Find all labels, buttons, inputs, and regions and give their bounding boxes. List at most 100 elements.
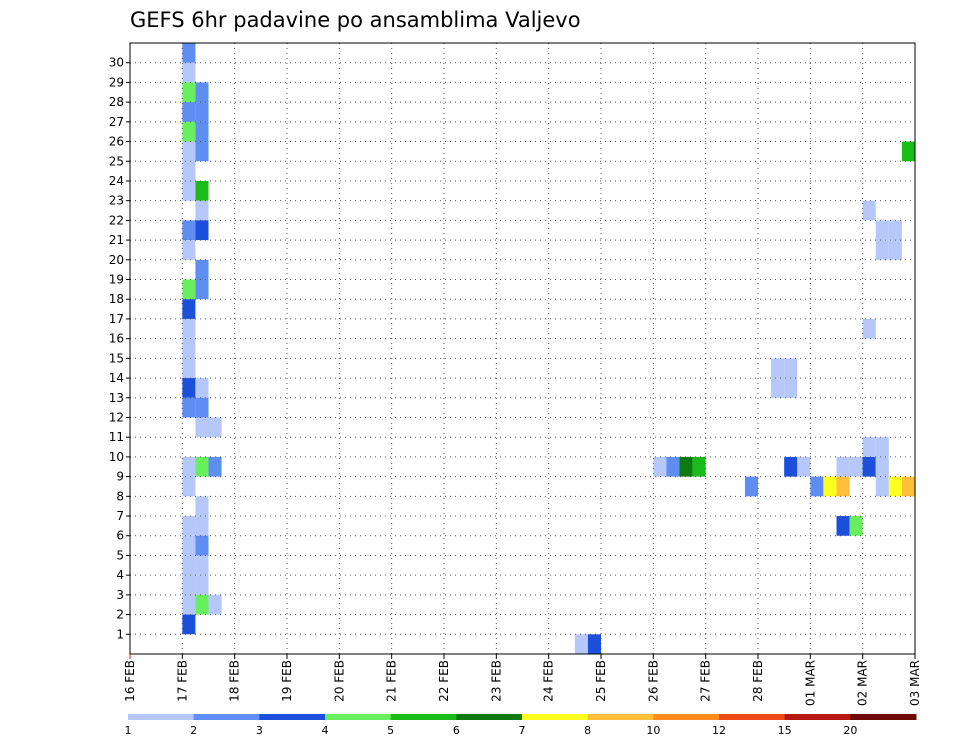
heatmap-cell <box>195 555 209 576</box>
legend-swatch <box>587 714 654 720</box>
heatmap-cell <box>195 378 209 398</box>
y-tick-label: 24 <box>109 174 124 188</box>
legend-label: 8 <box>584 724 591 737</box>
legend-swatch <box>390 714 457 720</box>
heatmap-cell <box>195 516 209 536</box>
legend-label: 12 <box>712 724 726 737</box>
y-tick-label: 14 <box>109 371 124 385</box>
heatmap-cell <box>797 456 811 477</box>
y-tick-label: 13 <box>109 391 124 405</box>
legend-label: 2 <box>190 724 197 737</box>
legend-label: 6 <box>453 724 460 737</box>
heatmap-cell <box>195 259 209 280</box>
heatmap-cell <box>195 397 209 418</box>
heatmap-cell <box>771 378 785 398</box>
y-tick-label: 5 <box>116 548 124 562</box>
gridlines <box>130 43 915 654</box>
heatmap-cell <box>182 299 196 319</box>
heatmap-cells <box>182 43 915 654</box>
heatmap-cell <box>862 437 876 457</box>
heatmap-cell <box>182 141 196 162</box>
heatmap-cell <box>182 594 196 615</box>
heatmap-cell <box>182 338 196 359</box>
heatmap-cell <box>182 240 196 260</box>
heatmap-cell <box>182 82 196 103</box>
heatmap-cell <box>182 180 196 201</box>
heatmap-cell <box>771 358 785 379</box>
heatmap-cell <box>182 575 196 595</box>
y-axis: 1234567891011121314151617181920212223242… <box>109 56 130 641</box>
heatmap-cell <box>182 378 196 398</box>
y-tick-label: 15 <box>109 351 124 365</box>
y-tick-label: 20 <box>109 253 124 267</box>
heatmap-cell <box>692 456 706 477</box>
y-tick-label: 30 <box>109 56 124 70</box>
legend-swatch <box>325 714 392 720</box>
heatmap-cell <box>182 358 196 379</box>
heatmap-cell <box>195 575 209 595</box>
heatmap-cell <box>182 279 196 300</box>
x-tick-label: 27 FEB <box>699 660 713 702</box>
y-tick-label: 19 <box>109 273 124 287</box>
y-tick-label: 16 <box>109 332 124 346</box>
heatmap-cell <box>195 180 209 201</box>
y-tick-label: 25 <box>109 154 124 168</box>
legend-label: 15 <box>778 724 792 737</box>
heatmap-cell <box>784 358 798 379</box>
heatmap-cell <box>862 318 876 339</box>
chart-title: GEFS 6hr padavine po ansamblima Valjevo <box>130 8 581 32</box>
x-tick-label: 17 FEB <box>175 660 189 702</box>
heatmap-cell <box>182 318 196 339</box>
x-tick-label: 23 FEB <box>489 660 503 702</box>
x-tick-label: 26 FEB <box>646 660 660 702</box>
heatmap-cell <box>784 378 798 398</box>
heatmap-cell <box>182 121 196 142</box>
y-tick-label: 1 <box>116 627 124 641</box>
y-tick-label: 9 <box>116 470 124 484</box>
heatmap-cell <box>182 476 196 497</box>
legend-swatch <box>522 714 589 720</box>
x-tick-label: 19 FEB <box>280 660 294 702</box>
x-tick-label: 02 MAR <box>856 660 870 706</box>
heatmap-cell <box>208 417 222 438</box>
x-axis: 16 FEB 17 FEB 18 FEB 19 FEB 20 FEB 21 FEB 22 F… <box>123 654 922 706</box>
legend-label: 20 <box>843 724 857 737</box>
heatmap-cell <box>195 535 209 556</box>
heatmap-cell <box>836 516 850 536</box>
heatmap-cell <box>849 456 863 477</box>
heatmap-cell <box>875 476 889 497</box>
x-tick-label: 28 FEB <box>751 660 765 702</box>
heatmap-cell <box>653 456 667 477</box>
x-tick-label: 16 FEB <box>123 660 137 702</box>
y-tick-label: 6 <box>116 529 124 543</box>
heatmap-cell <box>901 476 915 497</box>
heatmap-cell <box>587 634 601 654</box>
heatmap-cell <box>888 220 902 241</box>
legend-swatch <box>784 714 851 720</box>
legend-swatch <box>850 714 917 720</box>
heatmap-cell <box>810 476 824 497</box>
x-tick-label: 25 FEB <box>594 660 608 702</box>
heatmap-cell <box>901 141 915 162</box>
y-tick-label: 22 <box>109 213 124 227</box>
heatmap-cell <box>195 220 209 241</box>
color-legend: 1 2 3 4 5 6 7 8 10 12 15 20 <box>125 714 917 737</box>
heatmap-cell <box>182 43 196 63</box>
x-tick-label: 20 FEB <box>332 660 346 702</box>
heatmap-cell <box>195 121 209 142</box>
heatmap-cell <box>574 634 588 654</box>
y-tick-label: 7 <box>116 509 124 523</box>
x-tick-label: 01 MAR <box>803 660 817 706</box>
heatmap-cell <box>862 456 876 477</box>
x-tick-label: 21 FEB <box>385 660 399 702</box>
heatmap-cell <box>862 200 876 221</box>
heatmap-cell <box>744 476 758 497</box>
heatmap-cell <box>182 516 196 536</box>
legend-label: 4 <box>322 724 329 737</box>
heatmap-cell <box>182 614 196 635</box>
heatmap-cell <box>195 417 209 438</box>
heatmap-cell <box>849 516 863 536</box>
heatmap-cell <box>888 240 902 260</box>
heatmap-cell <box>208 456 222 477</box>
